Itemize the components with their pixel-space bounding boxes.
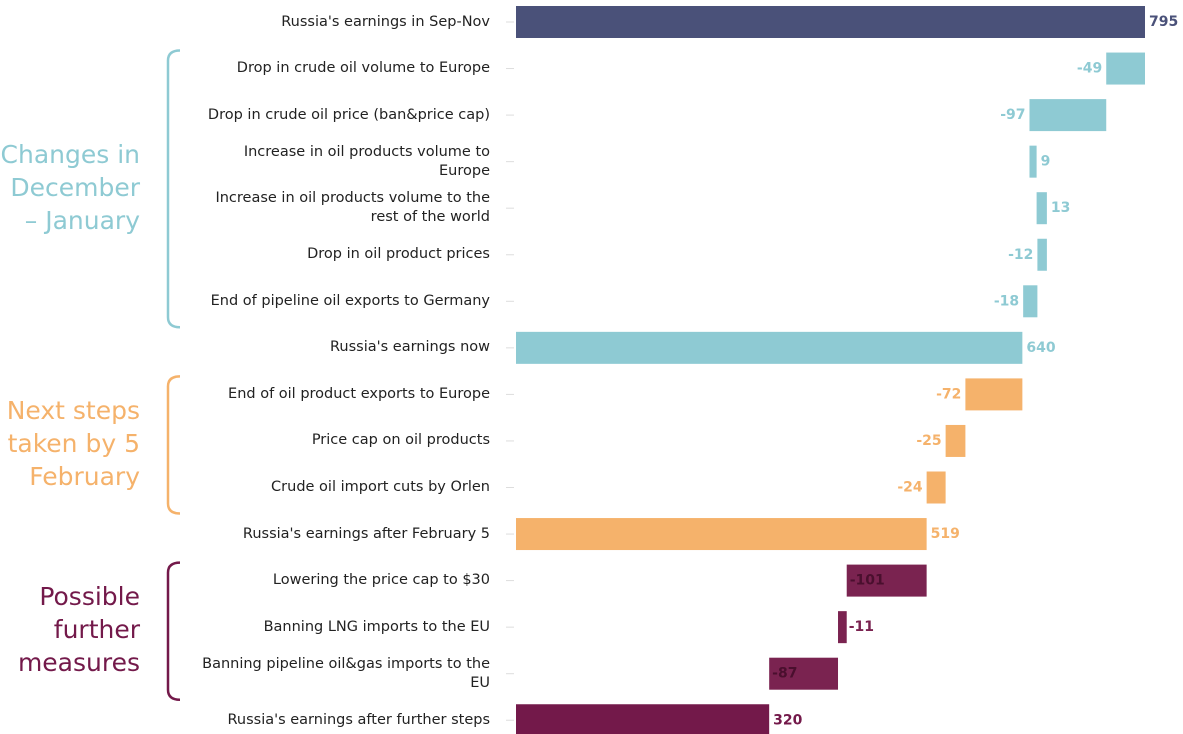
category-label: Drop in crude oil volume to Europe [236,60,490,77]
group-bracket [166,561,181,701]
group-label: Possible [39,582,140,611]
category-label: Banning LNG imports to the EU [263,618,490,635]
bar [965,378,1023,411]
value-label: 519 [931,526,960,542]
bar [1023,285,1038,318]
bar [838,611,847,644]
group-bracket [166,375,181,515]
bar [926,471,946,504]
category-label: Russia's earnings now [330,339,490,356]
bar [516,331,1023,364]
group-label: Changes in [1,140,140,169]
bar [516,6,1145,38]
value-label: -25 [916,433,941,449]
value-label: 13 [1051,200,1070,216]
value-label: -72 [936,386,961,402]
value-label: -12 [1008,247,1033,263]
group-label: Next steps [7,396,140,425]
value-label: -18 [994,293,1019,309]
bar [1106,52,1145,85]
value-label: -101 [850,573,885,589]
category-label: Price cap on oil products [311,432,490,449]
bar [1037,238,1047,271]
category-label: Drop in oil product prices [307,246,490,263]
category-label: Russia's earnings after February 5 [242,525,490,542]
category-label: Crude oil import cuts by Orlen [271,479,490,495]
group-label: measures [18,648,140,677]
bar [769,657,839,690]
bar [1036,192,1047,225]
category-label: Increase in oil products volume to the r… [215,190,490,226]
value-label: 640 [1026,340,1055,356]
group-label: further [54,615,141,644]
category-label: End of pipeline oil exports to Germany [210,292,490,309]
group-label: February [29,462,140,491]
value-label: 9 [1041,154,1051,170]
bar [516,518,927,551]
group-label: December [10,173,140,202]
bar [846,564,927,597]
value-label: -24 [897,480,923,496]
value-label: 795 [1149,14,1178,30]
category-label: End of oil product exports to Europe [228,385,490,402]
value-label: -87 [772,666,797,682]
value-label: -97 [1000,107,1025,123]
category-label: Drop in crude oil price (ban&price cap) [207,106,490,123]
category-label: Banning pipeline oil&gas imports to the … [202,655,490,691]
value-label: 320 [773,712,802,728]
bar [1029,145,1037,178]
bar [1029,99,1107,132]
category-label: Lowering the price cap to $30 [272,572,490,589]
value-label: -49 [1077,61,1102,77]
value-label: -11 [849,619,874,635]
bar [516,704,770,734]
bar [945,424,966,457]
group-bracket [166,49,181,329]
group-label: taken by 5 [8,429,140,458]
group-label: – January [25,206,140,235]
category-label: Russia's earnings in Sep-Nov [281,13,490,30]
category-label: Increase in oil products volume to Europ… [243,143,490,179]
category-label: Russia's earnings after further steps [227,711,490,728]
